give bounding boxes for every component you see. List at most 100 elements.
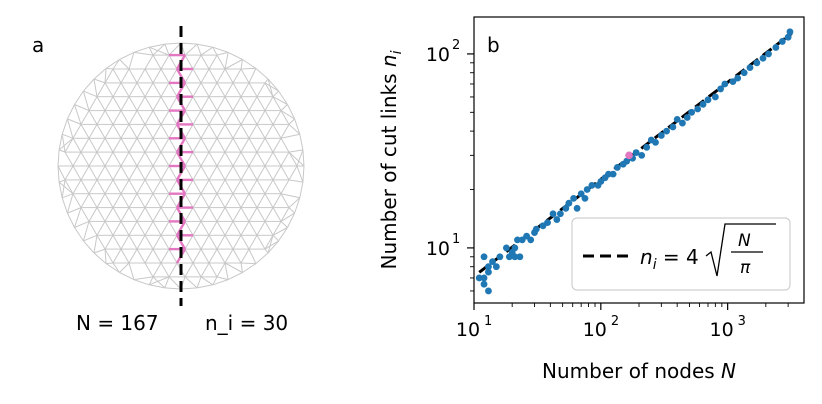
mesh-edge xyxy=(57,149,60,167)
mesh-edge xyxy=(120,151,130,167)
highlight-point xyxy=(625,151,633,160)
mesh-edge xyxy=(61,134,66,153)
mesh-edge xyxy=(256,96,266,111)
mesh-edge xyxy=(83,240,95,254)
mesh-edge xyxy=(208,235,218,250)
mesh-edge xyxy=(184,221,194,236)
mesh-edge xyxy=(120,179,130,194)
data-point xyxy=(553,216,561,223)
mesh-edge xyxy=(184,235,194,250)
mesh-edge xyxy=(216,68,226,84)
mesh-edge xyxy=(112,59,120,70)
mesh-edge xyxy=(144,96,154,111)
data-point xyxy=(673,115,681,123)
mesh-edge xyxy=(152,124,162,139)
mesh-edge xyxy=(224,52,229,70)
mesh-edge xyxy=(128,82,138,97)
mesh-edge xyxy=(184,124,194,139)
data-point xyxy=(778,38,786,45)
mesh-edge xyxy=(192,248,202,264)
data-point xyxy=(480,280,488,288)
data-point xyxy=(492,263,500,271)
mesh-edge xyxy=(200,54,210,70)
mesh-edge xyxy=(232,68,242,84)
mesh-edge xyxy=(96,165,106,181)
mesh-edge xyxy=(136,193,146,208)
mesh-edge xyxy=(164,276,170,289)
mesh-edge xyxy=(264,96,274,111)
mesh-edge xyxy=(62,133,74,139)
mesh-edge xyxy=(144,151,154,167)
mesh-edge xyxy=(200,110,210,125)
mesh-edge xyxy=(216,207,226,222)
mesh-edge xyxy=(240,165,250,181)
mesh-edge xyxy=(248,124,258,139)
mesh-edge xyxy=(148,276,154,286)
mesh-edge xyxy=(280,151,290,167)
mesh-edge xyxy=(240,96,250,111)
mesh-edge xyxy=(208,68,218,84)
mesh-edge xyxy=(264,82,274,97)
data-point xyxy=(609,170,617,178)
mesh-edge xyxy=(160,262,170,278)
mesh-edge xyxy=(96,110,106,125)
mesh-edge xyxy=(216,221,226,236)
mesh-edge xyxy=(93,78,98,97)
mesh-edge xyxy=(288,165,298,181)
data-point xyxy=(511,253,519,261)
mesh-edge xyxy=(216,262,226,278)
mesh-edge xyxy=(152,54,162,70)
mesh-edge xyxy=(224,68,234,84)
mesh-edge xyxy=(136,110,146,125)
mesh-edge xyxy=(112,179,122,194)
mesh-edge xyxy=(104,82,114,97)
mesh-edge xyxy=(168,42,182,56)
mesh-edge xyxy=(149,43,165,48)
mesh-edge xyxy=(248,165,258,181)
mesh-edge xyxy=(232,248,242,264)
mesh-edge xyxy=(120,207,130,222)
mesh-edge xyxy=(93,68,107,80)
mesh-edge xyxy=(200,138,210,153)
mesh-edge xyxy=(208,165,218,181)
mesh-edge xyxy=(128,221,138,236)
data-point xyxy=(734,74,742,82)
mesh-edge xyxy=(208,151,218,167)
mesh-edge xyxy=(240,82,250,97)
mesh-edge xyxy=(267,235,274,254)
mesh-edge xyxy=(104,68,107,83)
mesh-edge xyxy=(248,235,258,250)
mesh-edge xyxy=(224,165,234,181)
mesh-edge xyxy=(240,68,250,84)
mesh-edge xyxy=(240,248,250,264)
mesh-edge xyxy=(152,68,162,84)
mesh-edge xyxy=(212,276,218,286)
data-point xyxy=(740,69,748,77)
data-point xyxy=(485,268,492,276)
mesh-edge xyxy=(58,182,63,198)
data-point xyxy=(583,186,591,193)
mesh-edge xyxy=(248,68,257,84)
mesh-edge xyxy=(216,96,226,111)
mesh-edge xyxy=(272,110,282,125)
mesh-edge xyxy=(168,82,178,97)
data-point xyxy=(475,274,483,282)
mesh-edge xyxy=(144,110,154,125)
mesh-edge xyxy=(272,234,279,242)
mesh-edge xyxy=(200,124,210,139)
mesh-edge xyxy=(136,82,146,97)
mesh-edge xyxy=(192,235,202,250)
mesh-edge xyxy=(88,207,98,222)
mesh-edge xyxy=(200,165,210,181)
mesh-edge xyxy=(240,151,250,167)
mesh-edge xyxy=(72,138,82,153)
legend: ni = 4 N π xyxy=(571,217,791,291)
mesh-edge xyxy=(128,151,138,167)
data-point xyxy=(784,33,792,41)
mesh-edge xyxy=(74,220,90,228)
data-point xyxy=(573,204,581,212)
panel-b-label: b xyxy=(487,33,500,57)
mesh-edge xyxy=(216,165,226,181)
mesh-edge xyxy=(224,193,234,208)
